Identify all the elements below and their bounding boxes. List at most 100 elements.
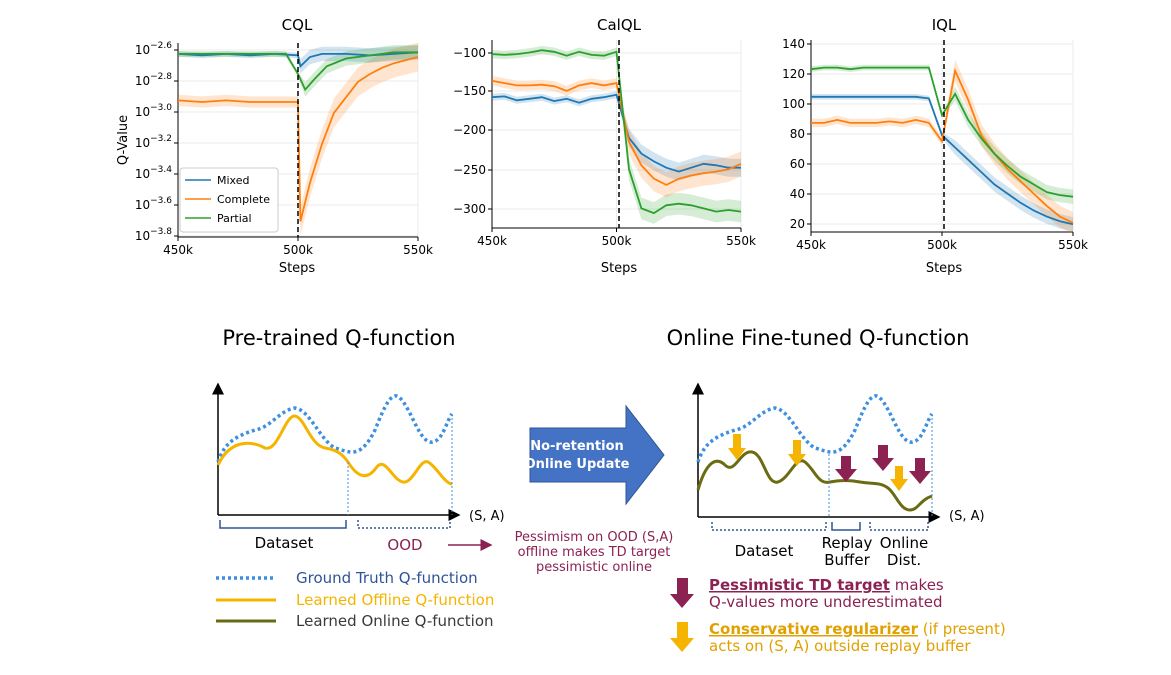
y-tick-label: 140 bbox=[782, 37, 805, 51]
left-diagram-plot: (S, A) Dataset OOD bbox=[212, 382, 505, 554]
y-tick-label: 60 bbox=[790, 157, 805, 171]
chart-title: IQL bbox=[932, 16, 957, 34]
series-band-mixed bbox=[811, 94, 1073, 232]
y-tick-exponent: −2.6 bbox=[150, 41, 172, 51]
y-tick-label: 120 bbox=[782, 67, 805, 81]
dataset-label: Dataset bbox=[255, 534, 314, 552]
series-band-partial bbox=[492, 46, 741, 224]
x-tick-labels: 450k 500k 550k bbox=[477, 234, 756, 248]
left-axis-label: (S, A) bbox=[469, 509, 505, 524]
x-tick-label: 550k bbox=[726, 234, 756, 248]
x-axis-label: Steps bbox=[926, 261, 963, 276]
y-tick-label: 10−3.4 bbox=[135, 165, 172, 181]
y-tick-base: 10 bbox=[135, 136, 150, 150]
y-tick-label: 10−3.0 bbox=[135, 103, 172, 119]
arrow-text-1: No-retention bbox=[530, 439, 624, 454]
x-tick-labels: 450k 500k 550k bbox=[163, 243, 433, 257]
y-tick-labels: 140 120 100 80 60 40 20 bbox=[782, 37, 805, 231]
y-tick-label: −150 bbox=[453, 84, 486, 98]
right-diagram-plot: (S, A) Dataset Replay Buffer Online Dist… bbox=[692, 382, 985, 569]
y-tick-base: 10 bbox=[135, 229, 150, 243]
ground-truth-curve bbox=[216, 394, 454, 463]
x-tick-label: 550k bbox=[1058, 238, 1088, 252]
y-tick-label: 10−3.6 bbox=[135, 196, 172, 212]
series-line-complete bbox=[177, 56, 419, 222]
legend-ground-truth: Ground Truth Q-function bbox=[296, 569, 478, 587]
arrow-text-2: Online Update bbox=[525, 457, 630, 472]
legend-complete: Complete bbox=[217, 193, 270, 206]
y-tick-base: 10 bbox=[135, 43, 150, 57]
y-tick-label: 20 bbox=[790, 217, 805, 231]
callout-2-line-1: Conservative regularizer (if present) bbox=[709, 620, 1006, 638]
y-tick-labels: −100 −150 −200 −250 −300 bbox=[453, 46, 486, 216]
y-tick-label: 10−3.8 bbox=[135, 227, 172, 243]
y-tick-exponent: −3.2 bbox=[150, 134, 172, 144]
x-tick-label: 450k bbox=[163, 243, 193, 257]
y-tick-base: 10 bbox=[135, 74, 150, 88]
pessimism-note-1: Pessimism on OOD (S,A) bbox=[515, 530, 674, 545]
x-tick-label: 500k bbox=[283, 243, 313, 257]
legend-online: Learned Online Q-function bbox=[296, 612, 494, 630]
maroon-down-arrow-2 bbox=[872, 445, 894, 471]
series-band-mixed bbox=[178, 45, 418, 74]
x-tick-label: 500k bbox=[602, 234, 632, 248]
maroon-down-arrow-1 bbox=[835, 456, 857, 482]
ood-bracket bbox=[357, 520, 451, 529]
replay-label-1: Replay bbox=[822, 534, 873, 552]
y-axis-label: Q-Value bbox=[116, 115, 131, 165]
callout-1-line-2: Q-values more underestimated bbox=[709, 593, 943, 611]
y-tick-label: −100 bbox=[453, 46, 486, 60]
diagram: Pre-trained Q-function Online Fine-tuned… bbox=[212, 326, 1006, 655]
replay-label-2: Buffer bbox=[824, 551, 870, 569]
chart-calql: CalQL −100−150−200−250−300 450k 500k 550k … bbox=[453, 16, 756, 276]
pessimism-note-3: pessimistic online bbox=[536, 560, 652, 575]
left-diagram-title: Pre-trained Q-function bbox=[222, 326, 455, 350]
y-tick-label: 100 bbox=[782, 97, 805, 111]
dataset-bracket bbox=[219, 520, 347, 529]
online-label-2: Dist. bbox=[887, 551, 921, 569]
y-tick-base: 10 bbox=[135, 105, 150, 119]
replay-bracket bbox=[831, 522, 861, 531]
gold-down-arrow-2 bbox=[788, 440, 806, 466]
y-tick-label: 10−2.8 bbox=[135, 72, 172, 88]
y-tick-exponent: −3.6 bbox=[150, 196, 172, 206]
offline-q-curve bbox=[216, 414, 453, 486]
series-band-complete bbox=[492, 75, 741, 198]
online-label-1: Online bbox=[880, 534, 928, 552]
y-tick-label: −200 bbox=[453, 123, 486, 137]
ground-truth-curve bbox=[696, 394, 934, 463]
y-tick-label: −300 bbox=[453, 202, 486, 216]
gold-down-arrow-3 bbox=[890, 466, 908, 491]
dataset-bracket bbox=[711, 522, 827, 531]
right-axis-label: (S, A) bbox=[949, 509, 985, 524]
y-tick-label: 10−3.2 bbox=[135, 134, 172, 150]
chart-title: CQL bbox=[282, 16, 313, 34]
callout-pessimistic: Pessimistic TD target makes Q-values mor… bbox=[670, 576, 944, 611]
ood-label: OOD bbox=[387, 536, 422, 554]
y-tick-exponent: −3.8 bbox=[150, 227, 172, 237]
chart-cql: CQL 10−2.610−2.810−3.010−3.210−3.410−3.6… bbox=[116, 16, 433, 276]
legend: Mixed Complete Partial bbox=[179, 167, 279, 233]
chart-iql: IQL 140 120 100 80 60 40 20 450k 500k 550k Steps bbox=[782, 16, 1088, 276]
online-bracket bbox=[869, 522, 929, 531]
right-diagram-title: Online Fine-tuned Q-function bbox=[667, 326, 970, 350]
gold-down-arrow-1 bbox=[728, 434, 746, 460]
diagram-legend: Ground Truth Q-function Learned Offline … bbox=[216, 569, 494, 630]
x-tick-label: 450k bbox=[796, 238, 826, 252]
no-retention-arrow: No-retention Online Update bbox=[525, 404, 665, 506]
online-q-curve bbox=[696, 450, 933, 512]
series-line-partial bbox=[178, 51, 418, 92]
y-tick-base: 10 bbox=[135, 198, 150, 212]
series-band-partial bbox=[178, 45, 418, 97]
chart-title: CalQL bbox=[597, 16, 642, 34]
y-tick-base: 10 bbox=[135, 167, 150, 181]
callout-conservative: Conservative regularizer (if present) ac… bbox=[670, 620, 1006, 655]
callout-1-line-1: Pessimistic TD target makes bbox=[709, 576, 944, 594]
dataset-label: Dataset bbox=[735, 542, 794, 560]
legend-offline: Learned Offline Q-function bbox=[296, 591, 494, 609]
callout-2-line-2: acts on (S, A) outside replay buffer bbox=[709, 637, 971, 655]
y-tick-exponent: −2.8 bbox=[150, 72, 172, 82]
series-line-partial bbox=[491, 49, 742, 215]
y-tick-label: 80 bbox=[790, 127, 805, 141]
